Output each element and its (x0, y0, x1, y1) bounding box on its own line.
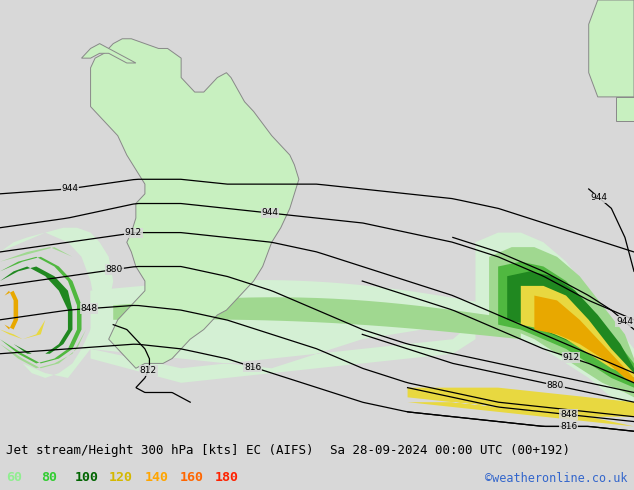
Polygon shape (408, 388, 634, 426)
Text: 180: 180 (214, 470, 238, 484)
Polygon shape (82, 44, 136, 63)
Polygon shape (91, 291, 475, 383)
Text: 880: 880 (106, 265, 123, 274)
Text: 816: 816 (244, 363, 261, 371)
Polygon shape (91, 39, 299, 368)
Polygon shape (507, 271, 634, 383)
Text: 816: 816 (560, 422, 578, 431)
Text: 60: 60 (6, 470, 22, 484)
Polygon shape (0, 267, 72, 354)
Polygon shape (113, 297, 521, 339)
Polygon shape (476, 233, 634, 412)
Polygon shape (0, 291, 18, 329)
Text: 812: 812 (140, 366, 157, 375)
Text: 100: 100 (75, 470, 99, 484)
Text: 944: 944 (261, 209, 278, 218)
Polygon shape (0, 228, 113, 378)
Text: 160: 160 (179, 470, 204, 484)
Polygon shape (0, 257, 82, 364)
Polygon shape (498, 262, 634, 388)
Text: ©weatheronline.co.uk: ©weatheronline.co.uk (485, 471, 628, 485)
Text: 912: 912 (562, 353, 579, 362)
Text: 140: 140 (145, 470, 169, 484)
Text: 944: 944 (61, 184, 79, 193)
Text: 848: 848 (81, 304, 98, 313)
Text: 80: 80 (41, 470, 57, 484)
Text: 120: 120 (109, 470, 133, 484)
Polygon shape (534, 295, 634, 383)
Polygon shape (489, 247, 634, 397)
Text: 912: 912 (125, 228, 142, 238)
Text: 880: 880 (547, 381, 564, 390)
Polygon shape (616, 97, 634, 121)
Polygon shape (589, 0, 634, 97)
Polygon shape (0, 281, 45, 339)
Polygon shape (91, 280, 521, 329)
Text: 848: 848 (560, 410, 578, 419)
Text: Sa 28-09-2024 00:00 UTC (00+192): Sa 28-09-2024 00:00 UTC (00+192) (330, 444, 570, 457)
Polygon shape (0, 247, 91, 368)
Polygon shape (521, 286, 634, 378)
Text: Jet stream/Height 300 hPa [kts] EC (AIFS): Jet stream/Height 300 hPa [kts] EC (AIFS… (6, 444, 314, 457)
Text: 944: 944 (616, 317, 633, 326)
Text: 944: 944 (591, 194, 607, 202)
